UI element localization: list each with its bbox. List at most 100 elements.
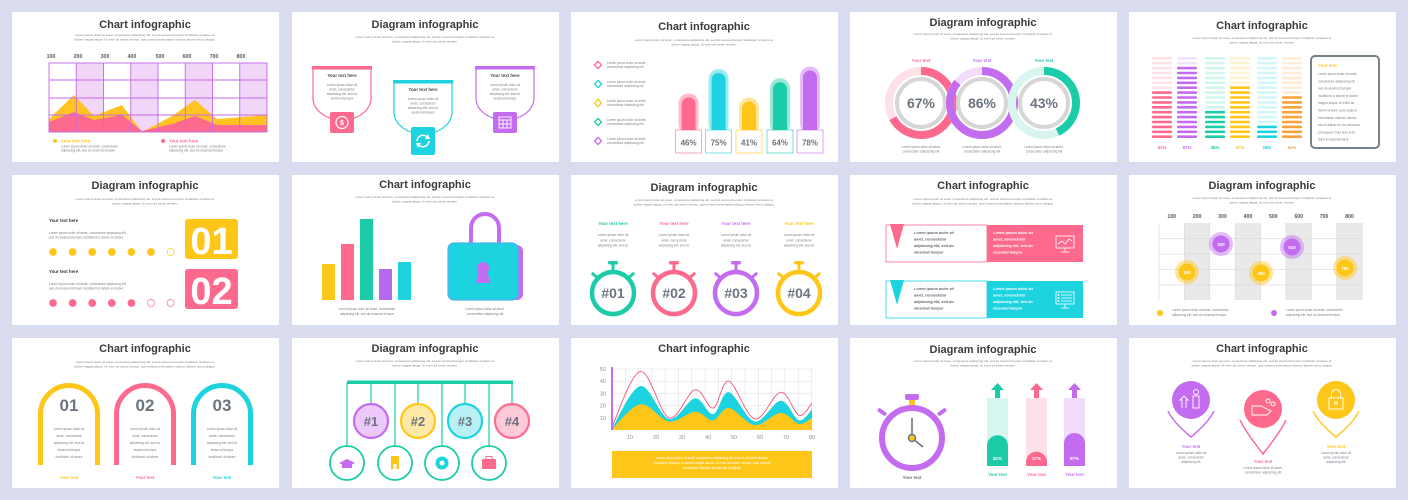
level-bar — [1205, 71, 1225, 75]
bubble-value: 340 — [1217, 242, 1225, 247]
caption: consectetur adipiscing elit — [467, 312, 504, 316]
banner-left-text: Lorem ipsum dolor sit — [914, 231, 955, 235]
level-bar — [1205, 115, 1225, 119]
banner-right-text: adipiscing elit, sed do — [993, 300, 1033, 304]
percent-label: 64% — [772, 139, 788, 148]
timer-text: adipiscing elit, sed do — [659, 244, 690, 248]
monitor-list-icon — [1055, 291, 1075, 309]
banner-left-text: eiusmod tempor — [914, 307, 944, 311]
level-bar — [1257, 130, 1277, 134]
level-bar — [1205, 125, 1225, 129]
slide-desc: Lorem ipsum dolor sit amet, consectetur … — [356, 35, 495, 39]
node-circle — [446, 402, 484, 440]
slide-diagram-timer-arrows[interactable]: Diagram infographic Lorem ipsum dolor si… — [850, 338, 1117, 488]
legend-text: consectetur adipiscing elit — [607, 103, 644, 107]
level-bar — [1205, 91, 1225, 94]
diamond-marker-icon — [593, 60, 603, 70]
x-label: 100 — [1167, 214, 1176, 220]
dot-filled — [127, 248, 136, 256]
legend-text: Lorem ipsum dolor sit amet, — [607, 61, 646, 65]
x-label: 200 — [74, 54, 83, 60]
slide-diagram-bubble-grid[interactable]: Diagram infographic Lorem ipsum dolor si… — [1129, 175, 1396, 325]
number-badge — [185, 219, 238, 259]
stopwatch-icon — [712, 261, 760, 317]
slide-chart-wave-area[interactable]: Chart infographic 50 40 30 20 10 10 20 30 40 50 60… — [571, 338, 838, 488]
level-bar — [1177, 110, 1197, 114]
donut-label: Your text — [973, 58, 992, 63]
banner-text: exercitation ullamco laboris nisi ut ali… — [683, 466, 742, 470]
text-box-line: incididunt ut labore et dolore — [1318, 94, 1358, 98]
slide-chart-stacked-lines[interactable]: Chart infographic Lorem ipsum dolor sit … — [1129, 12, 1396, 162]
item-heading: Your text here — [49, 269, 79, 274]
level-bar — [1152, 135, 1172, 138]
arch-text: amet, consectetur — [56, 434, 82, 438]
slide-chart-banners[interactable]: Chart infographic Lorem ipsum dolor sit … — [850, 175, 1117, 325]
level-bar — [1282, 71, 1302, 75]
grid-column-shade — [1286, 223, 1312, 300]
text-box-line: consequat. Duis aute irure — [1318, 130, 1355, 134]
level-bar — [1177, 66, 1197, 70]
caption: Lorem ipsum dolor sit amet, — [465, 307, 504, 311]
level-bar — [1257, 91, 1277, 94]
slide-desc: Lorem ipsum dolor sit amet, consectetur … — [914, 359, 1053, 363]
level-bar — [1205, 96, 1225, 99]
level-bar — [1230, 130, 1250, 134]
slide-diagram-cards[interactable]: Diagram infographic Lorem ipsum dolor si… — [292, 12, 559, 162]
x-tick-label: 50 — [731, 435, 737, 441]
bubble-value: 150 — [1183, 270, 1191, 275]
slide-chart-area-grid[interactable]: Chart infographic Lorem ipsum dolor sit … — [12, 12, 279, 162]
padlock-icon — [1328, 389, 1344, 410]
percent-box — [675, 129, 702, 154]
slide-chart-bars-lock[interactable]: Chart infographic Lorem ipsum dolor sit … — [292, 175, 559, 325]
level-bar — [1230, 101, 1250, 104]
level-bar — [1230, 110, 1250, 114]
x-label: 200 — [1193, 214, 1202, 220]
slide-diagram-numbered-dots[interactable]: Diagram infographic Lorem ipsum dolor si… — [12, 175, 279, 325]
caption: adipiscing elit, sed do eiusmod tempor — [340, 312, 395, 316]
slide-desc: Lorem ipsum dolor sit amet, consectetur … — [914, 197, 1053, 201]
level-bar — [1230, 66, 1250, 70]
level-bar — [1282, 86, 1302, 89]
legend-dot-yellow — [53, 139, 57, 143]
legend-text: consectetur adipiscing elit — [607, 122, 644, 126]
slide-diagram-hanging-nodes[interactable]: Diagram infographic Lorem ipsum dolor si… — [292, 338, 559, 488]
slide-chart-arches[interactable]: Chart infographic Lorem ipsum dolor sit … — [12, 338, 279, 488]
x-tick-label: 40 — [705, 435, 711, 441]
number-badge-label: 01 — [190, 221, 232, 263]
slide-chart-pill-bars[interactable]: Chart infographic Lorem ipsum dolor sit … — [571, 12, 838, 162]
bubble — [1178, 263, 1196, 281]
percent-label: 41% — [741, 139, 757, 148]
slide-diagram-donuts[interactable]: Diagram infographic Lorem ipsum dolor si… — [850, 12, 1117, 162]
bar — [773, 82, 787, 136]
bar — [681, 97, 696, 136]
bubble-value: 460 — [1257, 271, 1265, 276]
bar — [803, 70, 817, 136]
level-bar — [1177, 81, 1197, 85]
timer-text: adipiscing elit, sed do — [784, 244, 815, 248]
slide-diagram-stopwatches[interactable]: Diagram infographic Lorem ipsum dolor si… — [571, 175, 838, 325]
bar-group: 46% 75% 41% 64% 78% — [675, 66, 824, 154]
grid-lines — [48, 62, 268, 133]
level-bar — [1257, 76, 1277, 80]
stopwatch-icon — [650, 261, 698, 317]
level-bar — [1230, 125, 1250, 129]
level-bar — [1152, 76, 1172, 80]
level-bar — [1152, 130, 1172, 134]
node-circle — [352, 402, 390, 440]
slide-title: Chart infographic — [99, 343, 191, 355]
pin-circle — [1172, 381, 1210, 419]
arch-text: eiusmod tempor — [134, 448, 158, 452]
legend-text: Lorem ipsum dolor sit amet, consectetur — [169, 145, 227, 149]
diamond-marker-icon — [593, 79, 603, 89]
level-bar — [1282, 91, 1302, 94]
arrow-up-icon — [1030, 383, 1043, 398]
legend-text: consectetur adipiscing elit — [607, 65, 644, 69]
percent-box — [766, 129, 794, 154]
arrow-up-icon — [991, 383, 1004, 398]
slide-desc: Lorem ipsum dolor sit amet, consectetur … — [635, 38, 774, 42]
legend-text: Lorem ipsum dolor sit amet, — [607, 137, 646, 141]
dot-filled — [49, 248, 57, 256]
slide-chart-pins[interactable]: Chart infographic Lorem ipsum dolor sit … — [1129, 338, 1396, 488]
dot-filled — [107, 299, 116, 307]
x-tick-label: 30 — [679, 435, 685, 441]
